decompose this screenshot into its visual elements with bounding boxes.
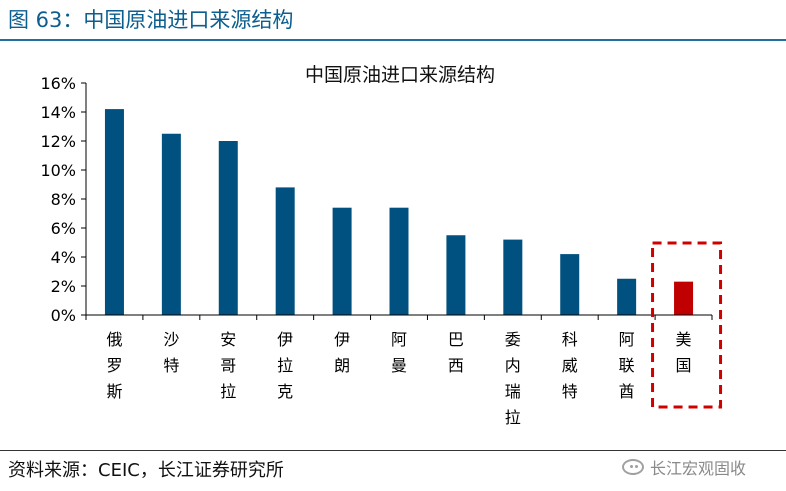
bar-4 bbox=[275, 187, 295, 315]
bar-7 bbox=[446, 235, 466, 315]
category-label: 伊拉克 bbox=[277, 330, 293, 401]
source-note: 资料来源：CEIC，长江证券研究所 bbox=[8, 460, 284, 481]
watermark-text: 长江宏观固收 bbox=[650, 459, 747, 478]
y-tick-label: 10% bbox=[40, 161, 76, 180]
category-label: 委内瑞拉 bbox=[505, 330, 521, 427]
category-label: 科威特 bbox=[562, 330, 578, 401]
y-tick-label: 16% bbox=[40, 74, 76, 93]
bar-chart: 中国原油进口来源结构 0% 2% 4% 6% 8% 10% 12% 14% 16% 俄罗斯 沙特安… bbox=[40, 64, 723, 427]
bar-1 bbox=[104, 109, 124, 315]
bar-5 bbox=[332, 207, 352, 315]
category-label: 美国 bbox=[676, 330, 692, 375]
bar-8 bbox=[503, 239, 523, 315]
bar-3 bbox=[218, 141, 238, 315]
bar-11 bbox=[674, 281, 694, 315]
watermark: 长江宏观固收 bbox=[622, 452, 746, 482]
figure-title: 图 63：中国原油进口来源结构 bbox=[8, 8, 294, 32]
category-label: 安哥拉 bbox=[220, 330, 236, 401]
chart-title: 中国原油进口来源结构 bbox=[305, 64, 495, 86]
y-tick-label: 12% bbox=[40, 132, 76, 151]
highlight-box bbox=[651, 241, 723, 409]
footer-divider bbox=[0, 450, 786, 451]
category-label: 沙特 bbox=[163, 330, 179, 375]
bar-2 bbox=[161, 133, 181, 315]
bar-10 bbox=[617, 278, 637, 315]
category-label: 俄罗斯 bbox=[106, 330, 122, 401]
bar-6 bbox=[389, 207, 409, 315]
wechat-icon bbox=[622, 459, 644, 475]
y-tick-label: 6% bbox=[51, 219, 76, 238]
category-label: 巴西 bbox=[448, 330, 464, 375]
y-tick-label: 2% bbox=[51, 277, 76, 296]
y-tick-label: 14% bbox=[40, 103, 76, 122]
bar-9 bbox=[560, 254, 580, 315]
category-label: 伊朗 bbox=[334, 330, 350, 375]
category-label: 阿曼 bbox=[391, 330, 407, 375]
y-tick-label: 0% bbox=[51, 306, 76, 325]
category-label: 阿联酋 bbox=[619, 330, 635, 401]
y-tick-label: 8% bbox=[51, 190, 76, 209]
y-tick-label: 4% bbox=[51, 248, 76, 267]
title-divider bbox=[0, 39, 786, 41]
